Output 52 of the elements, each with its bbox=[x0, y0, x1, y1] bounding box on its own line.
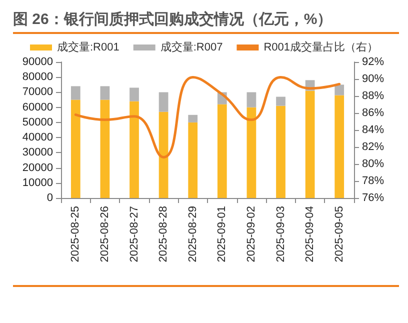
x-tick-label: 2025-08-28 bbox=[158, 206, 170, 262]
y2-tick-label: 92% bbox=[362, 56, 384, 68]
x-tick-label: 2025-09-02 bbox=[245, 206, 258, 262]
bar bbox=[100, 86, 110, 100]
y2-tick-label: 82% bbox=[362, 141, 384, 153]
y-tick-label: 90000 bbox=[22, 56, 53, 68]
bar bbox=[70, 86, 80, 100]
y-tick-label: 80000 bbox=[22, 71, 53, 84]
y2-tick-label: 76% bbox=[362, 192, 384, 204]
y-tick-label: 30000 bbox=[22, 146, 53, 159]
y2-tick-label: 88% bbox=[362, 90, 384, 102]
y-tick-label: 60000 bbox=[22, 101, 53, 114]
bar bbox=[217, 104, 227, 198]
y-tick-label: 40000 bbox=[22, 132, 53, 144]
x-tick-label: 2025-09-05 bbox=[333, 206, 346, 262]
y-tick-label: 50000 bbox=[22, 116, 53, 128]
x-tick-label: 2025-09-03 bbox=[274, 206, 287, 262]
line-series bbox=[74, 76, 341, 158]
bar bbox=[158, 112, 168, 198]
y-tick-label: 0 bbox=[46, 192, 53, 204]
y2-tick-label: 78% bbox=[362, 175, 384, 187]
bar bbox=[130, 101, 139, 198]
chart-title: 图 26：银行间质押式回购成交情况（亿元，%） bbox=[13, 10, 399, 34]
x-tick-label: 2025-09-04 bbox=[304, 206, 316, 262]
bar bbox=[334, 84, 344, 96]
y2-tick-label: 80% bbox=[362, 158, 384, 170]
bar bbox=[70, 100, 80, 198]
legend-label: R001成交量占比（右） bbox=[264, 40, 378, 54]
bar bbox=[188, 114, 198, 122]
x-tick-label: 2025-08-29 bbox=[186, 206, 199, 262]
legend-label: 成交量:R001 bbox=[57, 40, 120, 54]
y2-tick-label: 86% bbox=[362, 107, 384, 119]
bar bbox=[188, 122, 198, 198]
bar bbox=[305, 90, 315, 198]
bar bbox=[130, 88, 139, 102]
x-tick-label: 2025-08-26 bbox=[98, 206, 111, 262]
y-tick-label: 70000 bbox=[22, 86, 53, 98]
y2-tick-label: 84% bbox=[362, 124, 384, 136]
y-tick-label: 20000 bbox=[22, 162, 53, 174]
bar bbox=[246, 107, 256, 198]
bar bbox=[100, 100, 110, 198]
bar bbox=[158, 92, 168, 112]
x-tick-label: 2025-08-25 bbox=[70, 206, 82, 262]
bar bbox=[246, 92, 256, 108]
bar bbox=[276, 106, 286, 198]
legend-label: 成交量:R007 bbox=[160, 40, 223, 54]
y2-tick-label: 90% bbox=[362, 73, 384, 85]
bar bbox=[276, 96, 286, 106]
y-tick-label: 10000 bbox=[22, 176, 53, 189]
x-tick-label: 2025-08-27 bbox=[128, 206, 140, 262]
x-tick-label: 2025-09-01 bbox=[216, 206, 228, 262]
bar bbox=[334, 95, 344, 198]
